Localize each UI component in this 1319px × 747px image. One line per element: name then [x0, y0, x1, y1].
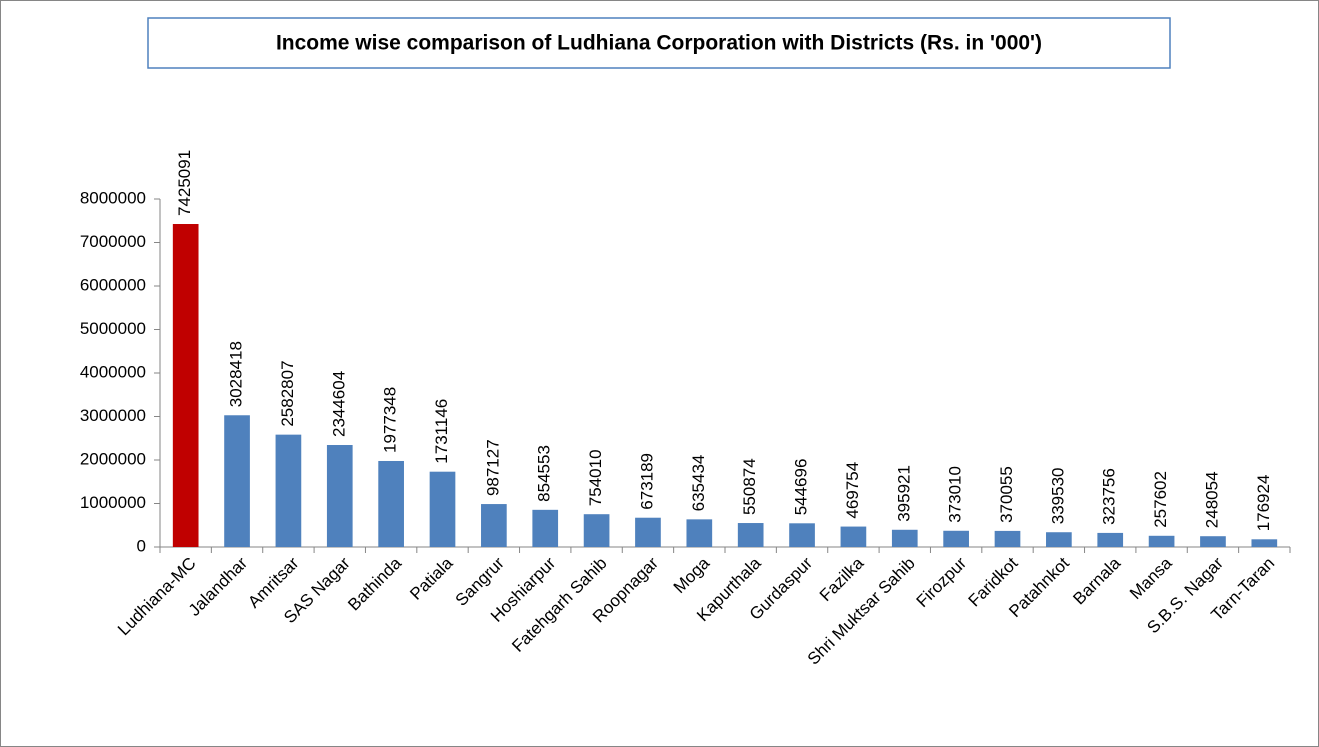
bar [635, 517, 661, 547]
y-tick-label: 7000000 [80, 232, 146, 251]
data-label: 2582807 [278, 360, 297, 426]
data-label: 544696 [792, 459, 811, 516]
data-label: 2344604 [329, 371, 348, 437]
data-label: 1731146 [432, 399, 451, 464]
data-label: 248054 [1202, 471, 1221, 528]
bar [378, 460, 404, 547]
bar [172, 224, 199, 547]
data-label: 7425091 [175, 150, 194, 216]
chart-title: Income wise comparison of Ludhiana Corpo… [276, 32, 1042, 55]
y-tick-label: 3000000 [80, 406, 146, 425]
bar [789, 523, 815, 547]
bar [583, 514, 610, 547]
bar [943, 530, 969, 547]
data-label: 3028418 [227, 341, 246, 407]
data-label: 395921 [894, 465, 913, 522]
y-tick-label: 1000000 [80, 493, 146, 512]
bar [1200, 536, 1226, 547]
bar [994, 530, 1021, 547]
bar [1046, 532, 1072, 547]
data-label: 550874 [740, 458, 759, 515]
bar [326, 445, 353, 547]
bar [1148, 535, 1175, 547]
bar [840, 526, 867, 547]
data-label: 754010 [586, 449, 605, 506]
data-label: 176924 [1254, 475, 1273, 532]
data-label: 673189 [637, 453, 656, 510]
data-label: 257602 [1151, 471, 1170, 528]
data-label: 370055 [997, 466, 1016, 523]
y-tick-label: 6000000 [80, 275, 146, 294]
data-label: 323756 [1100, 468, 1119, 525]
bar [429, 471, 456, 547]
bar [224, 415, 250, 547]
bar [891, 529, 918, 547]
data-label: 635434 [689, 455, 708, 512]
bar [275, 434, 302, 547]
title-box [147, 17, 1171, 69]
bar [686, 519, 713, 547]
data-label: 469754 [843, 462, 862, 519]
y-tick-label: 8000000 [80, 188, 146, 207]
y-tick-label: 0 [137, 536, 146, 555]
data-label: 987127 [483, 439, 502, 496]
bar [481, 504, 507, 547]
y-tick-label: 5000000 [80, 319, 146, 338]
data-label: 373010 [946, 466, 965, 523]
y-tick-label: 4000000 [80, 362, 146, 381]
data-label: 1977348 [381, 387, 400, 453]
bar [1097, 532, 1124, 547]
y-tick-label: 2000000 [80, 449, 146, 468]
bar [1251, 539, 1278, 547]
data-label: 339530 [1048, 467, 1067, 524]
data-label: 854553 [535, 445, 554, 502]
bar [737, 523, 764, 547]
bar [532, 509, 559, 547]
